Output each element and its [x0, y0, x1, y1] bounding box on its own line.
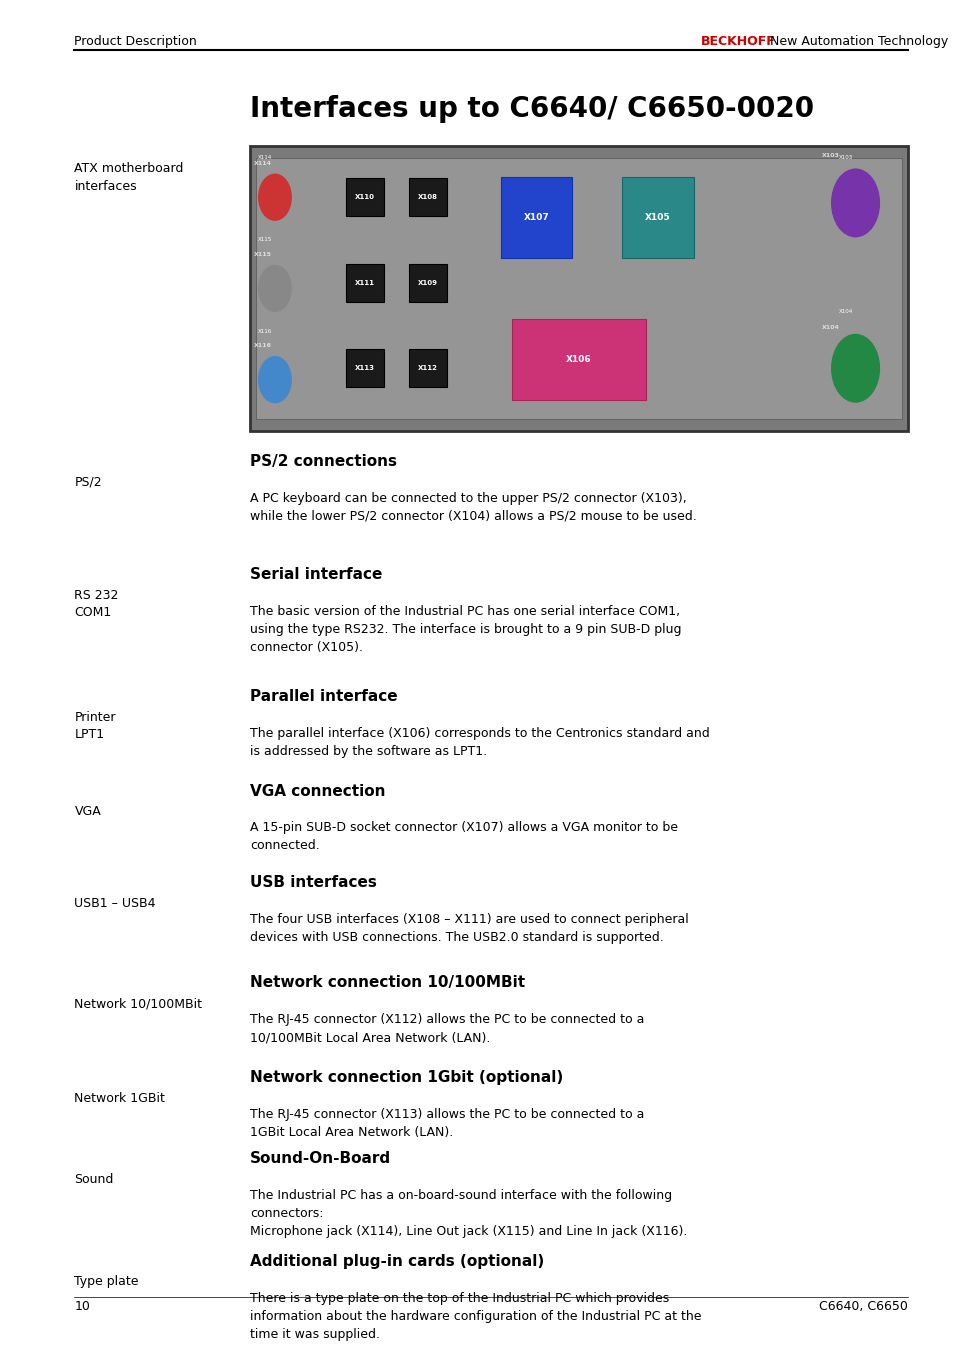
Text: Network connection 10/100MBit: Network connection 10/100MBit	[250, 975, 524, 990]
FancyBboxPatch shape	[346, 263, 384, 301]
FancyBboxPatch shape	[621, 177, 693, 258]
Text: X103: X103	[839, 134, 854, 139]
Circle shape	[258, 357, 291, 403]
Text: The Industrial PC has a on-board-sound interface with the following
connectors:
: The Industrial PC has a on-board-sound i…	[250, 1189, 686, 1238]
Text: X114: X114	[253, 161, 272, 166]
Circle shape	[258, 265, 291, 312]
Text: C6640, C6650: C6640, C6650	[819, 1300, 907, 1313]
Text: X113: X113	[355, 365, 375, 372]
FancyBboxPatch shape	[250, 146, 907, 431]
Text: The RJ-45 connector (X113) allows the PC to be connected to a
1GBit Local Area N: The RJ-45 connector (X113) allows the PC…	[250, 1108, 643, 1139]
Text: X116: X116	[253, 343, 272, 349]
Text: X110: X110	[355, 195, 375, 200]
Text: BECKHOFF: BECKHOFF	[700, 35, 775, 47]
Text: Sound: Sound	[74, 1173, 113, 1186]
Text: X104: X104	[821, 326, 840, 330]
FancyBboxPatch shape	[346, 178, 384, 216]
Text: Additional plug-in cards (optional): Additional plug-in cards (optional)	[250, 1254, 543, 1269]
Text: Serial interface: Serial interface	[250, 567, 382, 582]
Text: X105: X105	[644, 212, 670, 222]
Text: X111: X111	[355, 280, 375, 286]
Text: X114: X114	[257, 155, 272, 159]
Text: Parallel interface: Parallel interface	[250, 689, 397, 704]
Circle shape	[258, 174, 291, 220]
Text: Network connection 1Gbit (optional): Network connection 1Gbit (optional)	[250, 1070, 562, 1085]
Text: X107: X107	[523, 212, 549, 222]
Text: RS 232
COM1: RS 232 COM1	[74, 589, 119, 619]
Text: Network 10/100MBit: Network 10/100MBit	[74, 997, 202, 1011]
Text: X116: X116	[257, 328, 272, 334]
Text: Network 1GBit: Network 1GBit	[74, 1092, 165, 1105]
FancyBboxPatch shape	[408, 178, 446, 216]
Text: X109: X109	[417, 280, 437, 286]
Text: X112: X112	[417, 365, 437, 372]
Text: The four USB interfaces (X108 – X111) are used to connect peripheral
devices wit: The four USB interfaces (X108 – X111) ar…	[250, 913, 688, 944]
Text: The RJ-45 connector (X112) allows the PC to be connected to a
10/100MBit Local A: The RJ-45 connector (X112) allows the PC…	[250, 1013, 643, 1044]
Text: Type plate: Type plate	[74, 1275, 139, 1289]
FancyBboxPatch shape	[408, 263, 446, 301]
Text: The basic version of the Industrial PC has one serial interface COM1,
using the : The basic version of the Industrial PC h…	[250, 605, 680, 654]
Text: Interfaces up to C6640/ C6650-0020: Interfaces up to C6640/ C6650-0020	[250, 95, 813, 123]
Circle shape	[831, 335, 879, 403]
Text: Printer
LPT1: Printer LPT1	[74, 711, 116, 740]
Text: X108: X108	[417, 195, 437, 200]
FancyBboxPatch shape	[500, 177, 572, 258]
Text: X103: X103	[839, 155, 852, 159]
Text: X115: X115	[253, 253, 272, 257]
Text: X115: X115	[257, 238, 272, 242]
Text: Sound-On-Board: Sound-On-Board	[250, 1151, 391, 1166]
Text: A PC keyboard can be connected to the upper PS/2 connector (X103),
while the low: A PC keyboard can be connected to the up…	[250, 492, 696, 523]
Text: Product Description: Product Description	[74, 35, 197, 47]
Text: The parallel interface (X106) corresponds to the Centronics standard and
is addr: The parallel interface (X106) correspond…	[250, 727, 709, 758]
Text: USB1 – USB4: USB1 – USB4	[74, 897, 155, 911]
FancyBboxPatch shape	[346, 350, 384, 388]
Text: PS/2: PS/2	[74, 476, 102, 489]
Text: 10: 10	[74, 1300, 91, 1313]
Text: USB interfaces: USB interfaces	[250, 875, 376, 890]
Text: X106: X106	[566, 355, 591, 365]
Text: ATX motherboard
interfaces: ATX motherboard interfaces	[74, 162, 184, 193]
Text: X104: X104	[839, 434, 854, 439]
Text: VGA connection: VGA connection	[250, 784, 385, 798]
Text: X103: X103	[821, 153, 840, 158]
Text: VGA: VGA	[74, 805, 101, 819]
Text: X104: X104	[839, 309, 852, 313]
FancyBboxPatch shape	[255, 158, 902, 419]
Text: New Automation Technology: New Automation Technology	[765, 35, 947, 47]
Circle shape	[831, 169, 879, 236]
FancyBboxPatch shape	[512, 319, 645, 400]
Text: A 15-pin SUB-D socket connector (X107) allows a VGA monitor to be
connected.: A 15-pin SUB-D socket connector (X107) a…	[250, 821, 678, 852]
FancyBboxPatch shape	[408, 350, 446, 388]
Text: PS/2 connections: PS/2 connections	[250, 454, 396, 469]
Text: There is a type plate on the top of the Industrial PC which provides
information: There is a type plate on the top of the …	[250, 1292, 700, 1340]
